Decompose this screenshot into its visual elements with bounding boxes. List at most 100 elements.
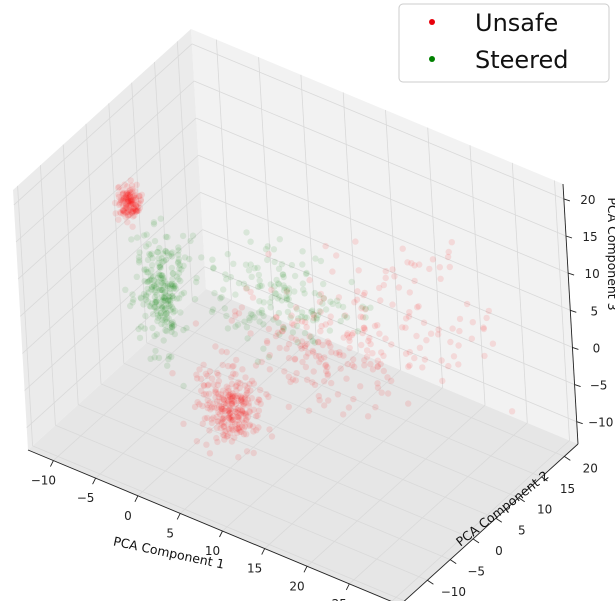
data-point-unsafe (233, 394, 240, 401)
data-point-unsafe (114, 184, 122, 191)
data-point-unsafe (388, 341, 395, 348)
data-point-unsafe (329, 268, 336, 275)
data-point-unsafe (134, 207, 141, 214)
grid-line-x (179, 352, 359, 514)
data-point-steered (147, 272, 154, 280)
data-point-steered (227, 273, 234, 281)
data-point-unsafe (371, 322, 379, 330)
data-point-steered (175, 258, 182, 265)
data-point-unsafe (239, 416, 246, 424)
data-point-unsafe (374, 380, 381, 387)
data-point-steered (165, 293, 172, 300)
grid-line-x (554, 180, 570, 441)
data-point-unsafe (117, 210, 125, 217)
data-point-unsafe (382, 274, 389, 282)
data-point-unsafe (220, 396, 227, 403)
data-point-unsafe (121, 208, 128, 215)
data-point-unsafe (193, 371, 200, 378)
data-point-unsafe (367, 340, 374, 348)
data-point-steered (169, 305, 177, 312)
grid-line-y (32, 445, 405, 601)
data-point-unsafe (240, 401, 247, 408)
data-point-unsafe (215, 377, 223, 385)
data-point-unsafe (237, 396, 245, 403)
data-point-steered (153, 291, 160, 299)
data-point-unsafe (239, 408, 246, 415)
data-point-unsafe (232, 400, 240, 407)
data-point-unsafe (285, 340, 293, 348)
data-point-unsafe (252, 362, 260, 369)
data-point-unsafe (258, 358, 265, 366)
data-point-steered (153, 307, 160, 315)
data-point-unsafe (374, 363, 381, 370)
x-tick-label: 25 (332, 597, 347, 601)
data-point-unsafe (243, 416, 250, 423)
legend-marker-steered (429, 56, 435, 62)
data-point-unsafe (130, 197, 137, 204)
data-point-unsafe (129, 223, 136, 230)
z-tick-label: 15 (582, 230, 597, 244)
data-point-unsafe (122, 191, 130, 198)
data-point-unsafe (327, 319, 334, 326)
data-point-unsafe (235, 416, 242, 424)
data-point-unsafe (235, 310, 243, 317)
data-point-unsafe (200, 361, 207, 368)
data-point-unsafe (419, 364, 426, 371)
data-point-unsafe (402, 315, 410, 322)
data-point-unsafe (221, 428, 229, 435)
data-point-unsafe (131, 205, 138, 213)
data-point-steered (260, 321, 267, 328)
data-point-unsafe (328, 349, 335, 356)
legend-label-steered: Steered (475, 46, 569, 74)
data-point-unsafe (237, 380, 244, 387)
x-axis-line (27, 449, 392, 601)
data-point-steered (147, 355, 154, 362)
data-point-steered (148, 283, 155, 291)
data-point-unsafe (364, 413, 372, 420)
data-point-unsafe (220, 415, 227, 422)
data-point-steered (254, 358, 262, 365)
data-point-unsafe (361, 289, 368, 297)
y-tick-mark (495, 517, 503, 523)
data-point-unsafe (405, 363, 412, 370)
grid-line-x (427, 127, 444, 388)
data-point-steered (150, 277, 158, 284)
data-point-unsafe (136, 200, 143, 207)
data-point-unsafe (219, 415, 226, 422)
legend-marker-unsafe (429, 19, 435, 25)
data-point-steered (275, 309, 283, 317)
data-point-steered (189, 232, 197, 239)
data-point-unsafe (265, 250, 272, 258)
data-point-steered (235, 279, 243, 287)
data-point-steered (127, 302, 134, 310)
data-point-unsafe (129, 209, 136, 216)
data-point-unsafe (213, 413, 220, 421)
data-point-steered (220, 286, 227, 293)
data-point-unsafe (255, 396, 262, 403)
data-point-unsafe (220, 405, 227, 413)
data-point-steered (246, 314, 253, 322)
data-point-steered (279, 271, 286, 278)
data-point-unsafe (352, 238, 359, 245)
z-tick-label: 5 (590, 304, 598, 318)
grid-line-y (40, 165, 56, 426)
data-point-steered (165, 353, 173, 360)
data-point-unsafe (229, 394, 236, 401)
x-tick-mark (176, 513, 181, 520)
data-point-unsafe (124, 191, 131, 198)
data-point-unsafe (380, 367, 387, 375)
data-point-steered (270, 316, 277, 323)
data-point-unsafe (117, 209, 124, 216)
data-point-steered (181, 254, 189, 261)
data-point-unsafe (214, 438, 221, 446)
data-point-unsafe (230, 362, 237, 370)
data-point-unsafe (130, 193, 138, 200)
data-point-unsafe (122, 201, 130, 208)
data-point-steered (256, 277, 263, 284)
data-point-unsafe (302, 319, 309, 326)
data-point-steered (164, 297, 172, 304)
data-point-steered (362, 305, 369, 312)
data-point-unsafe (221, 414, 228, 421)
data-point-unsafe (354, 288, 361, 295)
data-point-unsafe (456, 327, 463, 335)
